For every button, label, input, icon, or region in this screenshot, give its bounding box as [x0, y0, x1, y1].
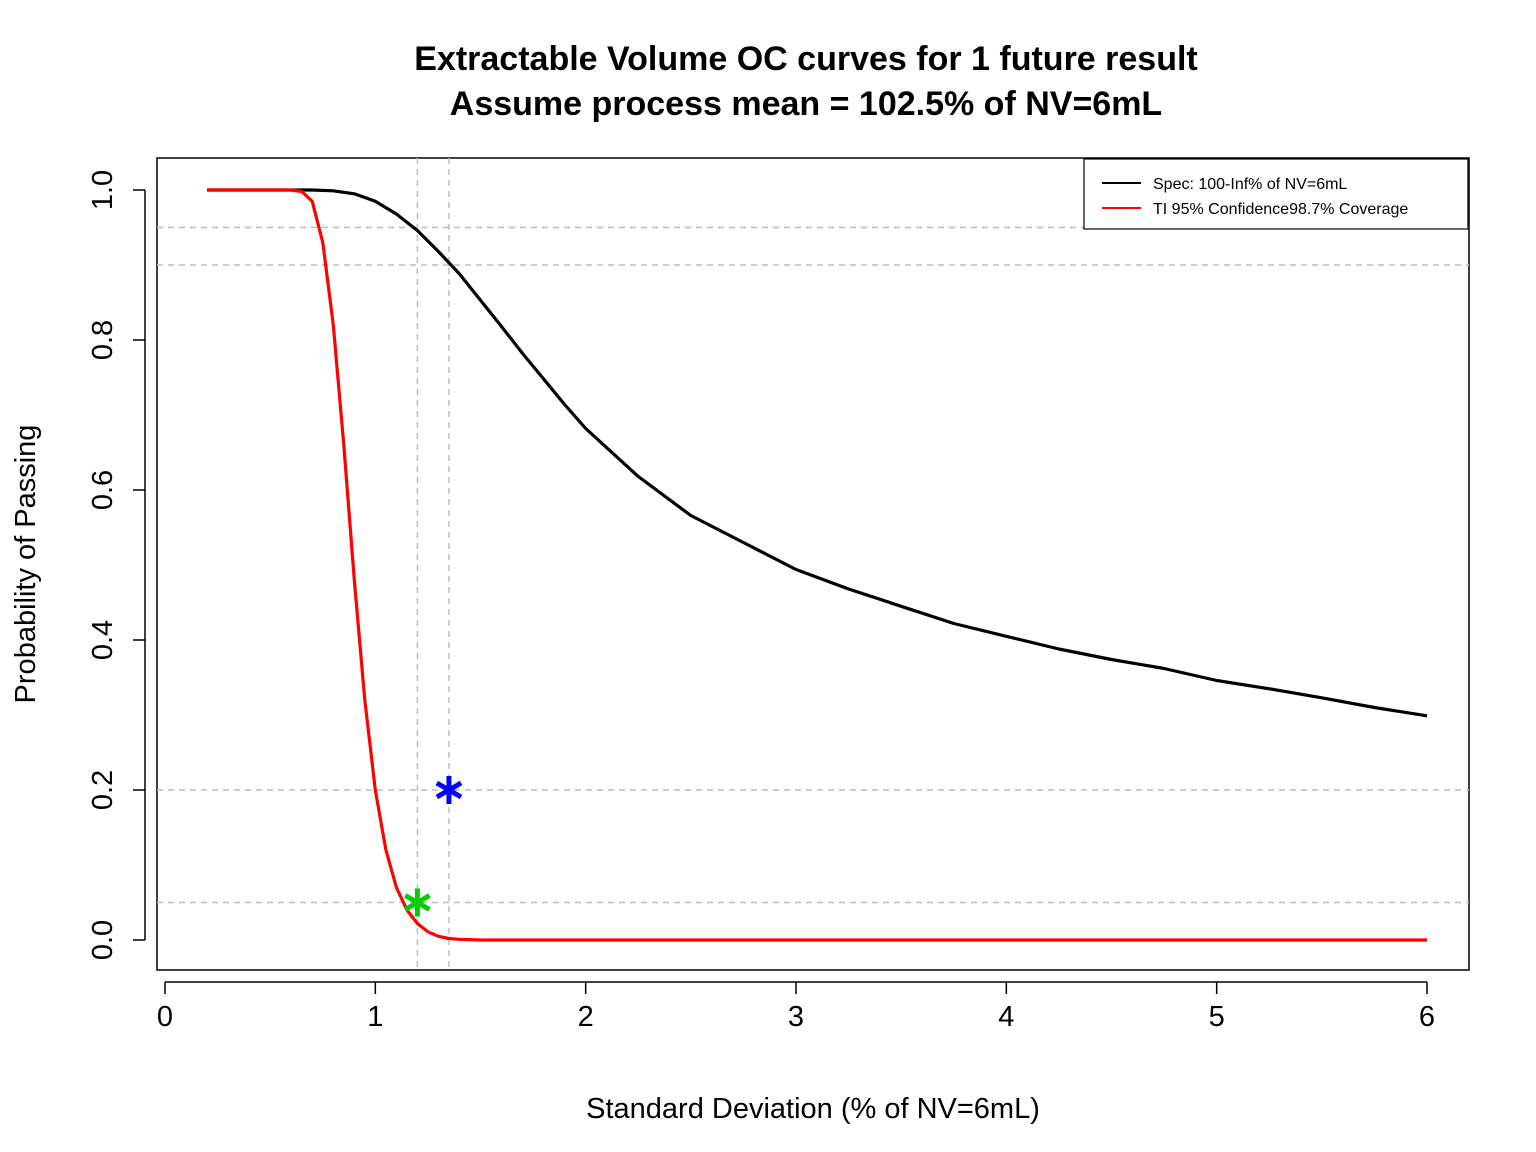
series-layer — [207, 188, 1428, 942]
asterisk-marker-1 — [404, 888, 431, 917]
y-tick-label: 0.6 — [87, 470, 119, 510]
series-line-0 — [207, 188, 1428, 718]
legend-label-spec: Spec: 100-Inf% of NV=6mL — [1153, 176, 1347, 193]
x-tick-label: 6 — [1419, 1001, 1435, 1033]
y-axis: 0.0 0.2 0.4 0.6 0.8 1.0 — [87, 170, 146, 960]
y-tick-label: 0.2 — [87, 770, 119, 810]
x-tick-label: 3 — [788, 1001, 804, 1033]
marker-layer — [404, 776, 463, 917]
series-line-1 — [207, 188, 1427, 942]
y-axis-label: Probability of Passing — [10, 425, 42, 704]
chart-title: Extractable Volume OC curves for 1 futur… — [414, 40, 1198, 78]
plot-frame — [156, 157, 1470, 971]
y-tick-label: 0.4 — [87, 620, 119, 660]
legend: Spec: 100-Inf% of NV=6mL TI 95% Confiden… — [1083, 158, 1469, 230]
x-axis: 0 1 2 3 4 5 6 — [157, 981, 1435, 1033]
x-axis-label: Standard Deviation (% of NV=6mL) — [586, 1093, 1040, 1125]
chart-subtitle: Assume process mean = 102.5% of NV=6mL — [450, 85, 1162, 123]
legend-label-ti: TI 95% Confidence98.7% Coverage — [1153, 201, 1408, 218]
x-tick-label: 5 — [1209, 1001, 1225, 1033]
x-tick-label: 2 — [578, 1001, 594, 1033]
x-tick-label: 4 — [998, 1001, 1014, 1033]
x-tick-label: 1 — [367, 1001, 383, 1033]
x-tick-label: 0 — [157, 1001, 173, 1033]
y-tick-label: 0.0 — [87, 920, 119, 960]
legend-box — [1083, 158, 1469, 230]
asterisk-marker-0 — [435, 776, 463, 804]
y-tick-label: 0.8 — [87, 320, 119, 360]
y-tick-label: 1.0 — [87, 170, 119, 210]
